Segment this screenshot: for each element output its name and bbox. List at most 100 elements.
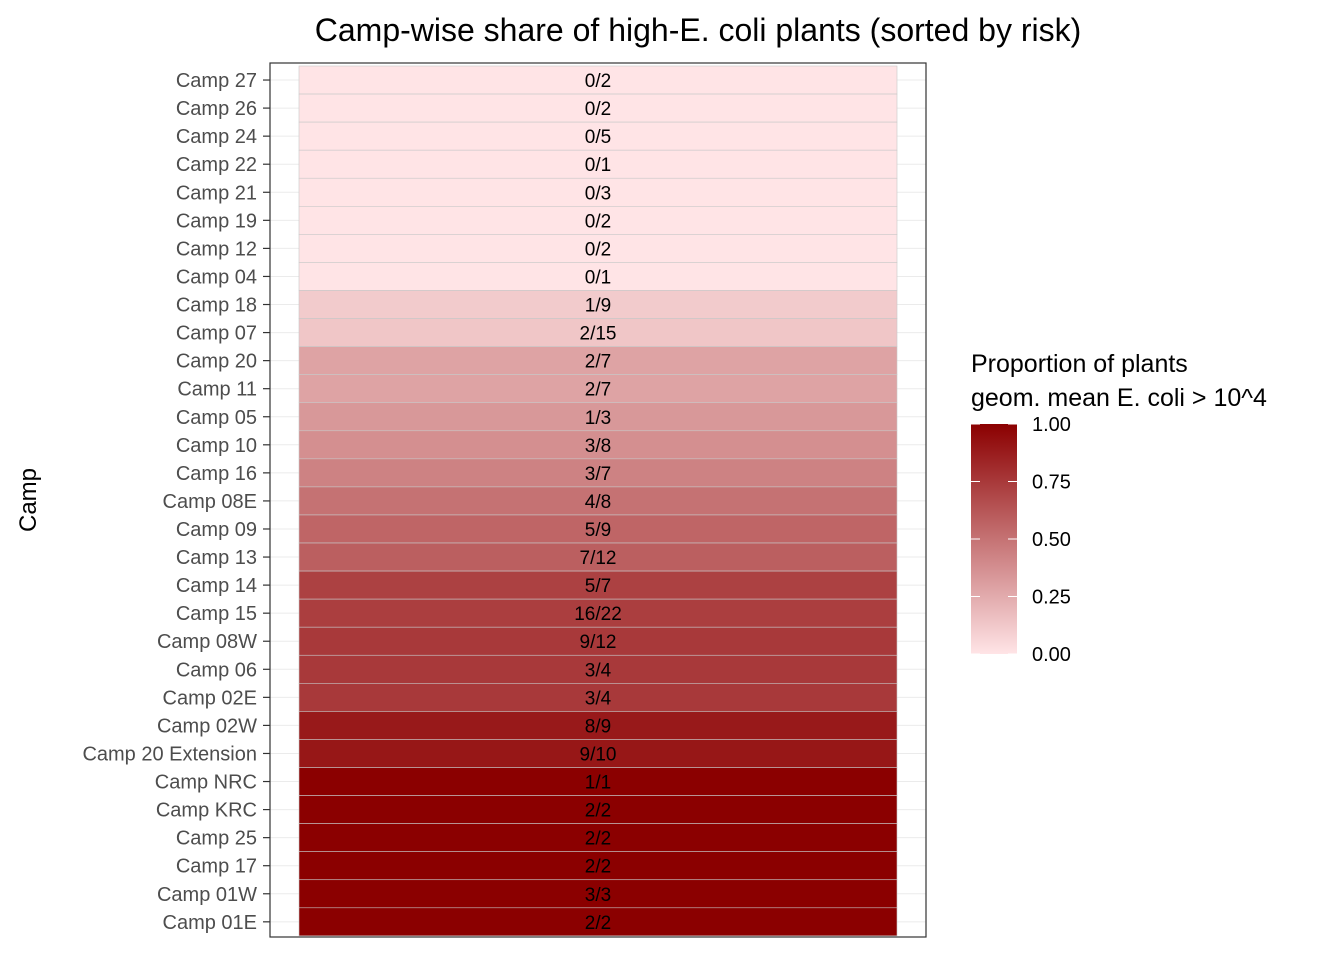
tile bbox=[298, 262, 898, 291]
y-tick-label: Camp 09 bbox=[176, 519, 257, 541]
y-tick-label: Camp 08W bbox=[157, 631, 257, 653]
tile bbox=[298, 402, 898, 432]
tile-label: 8/9 bbox=[585, 716, 611, 737]
tile-label: 2/2 bbox=[585, 857, 611, 878]
legend-title-line2: geom. mean E. coli > 10^4 bbox=[971, 384, 1267, 412]
tile-label: 5/7 bbox=[585, 576, 611, 597]
tile bbox=[298, 93, 898, 123]
tile-label: 1/3 bbox=[585, 408, 611, 429]
tile-label: 3/4 bbox=[585, 688, 612, 709]
tile bbox=[298, 767, 898, 796]
tile bbox=[298, 570, 898, 600]
tile bbox=[298, 683, 898, 712]
y-tick-label: Camp 21 bbox=[176, 182, 257, 204]
tile-label: 4/8 bbox=[585, 492, 611, 513]
y-tick-label: Camp 08E bbox=[163, 491, 258, 513]
tile-label: 9/10 bbox=[580, 744, 617, 765]
y-tick-label: Camp 25 bbox=[176, 828, 257, 850]
tile bbox=[298, 177, 898, 207]
tile bbox=[298, 65, 898, 95]
tile-label: 3/3 bbox=[585, 885, 611, 906]
y-tick-label: Camp NRC bbox=[155, 772, 257, 794]
y-tick-label: Camp 11 bbox=[177, 379, 257, 401]
tile-label: 3/7 bbox=[585, 464, 611, 485]
tile-label: 2/15 bbox=[580, 324, 617, 345]
tile-label: 1/1 bbox=[585, 773, 611, 794]
legend-tick-label: 1.00 bbox=[1032, 414, 1071, 436]
tile bbox=[298, 430, 898, 460]
y-tick-label: Camp 12 bbox=[176, 238, 257, 260]
y-tick-label: Camp 20 Extension bbox=[82, 743, 257, 765]
tile-label: 0/2 bbox=[585, 99, 611, 120]
tile-label: 2/2 bbox=[585, 829, 611, 850]
tile-label: 0/2 bbox=[585, 71, 611, 92]
tile-label: 0/1 bbox=[585, 155, 611, 176]
tile bbox=[298, 374, 898, 404]
tile bbox=[298, 879, 898, 909]
tile bbox=[298, 486, 898, 516]
tile bbox=[298, 318, 898, 347]
tile-label: 3/4 bbox=[585, 660, 612, 681]
y-tick-label: Camp 27 bbox=[176, 70, 257, 92]
tile-label: 9/12 bbox=[580, 632, 617, 653]
y-tick-label: Camp 14 bbox=[176, 575, 257, 597]
tile-label: 0/2 bbox=[585, 239, 611, 260]
tile-label: 7/12 bbox=[580, 548, 617, 569]
tile-label: 0/5 bbox=[585, 127, 611, 148]
y-tick-label: Camp 05 bbox=[176, 407, 257, 429]
tile bbox=[298, 907, 898, 937]
y-tick-label: Camp KRC bbox=[156, 800, 257, 822]
y-tick-label: Camp 24 bbox=[176, 126, 257, 148]
tile bbox=[298, 739, 898, 768]
tile-label: 5/9 bbox=[585, 520, 611, 541]
y-tick-label: Camp 01E bbox=[163, 912, 258, 934]
tile bbox=[298, 598, 898, 628]
tile bbox=[298, 458, 898, 488]
tile bbox=[298, 795, 898, 824]
tile-label: 2/7 bbox=[585, 352, 611, 373]
tile bbox=[298, 626, 898, 656]
legend-tick-label: 0.50 bbox=[1032, 529, 1071, 551]
tile bbox=[298, 654, 898, 684]
y-tick-label: Camp 02W bbox=[157, 715, 257, 737]
tile bbox=[298, 206, 898, 235]
legend-tick-label: 0.75 bbox=[1032, 472, 1071, 494]
y-tick-label: Camp 15 bbox=[176, 603, 257, 625]
tile-label: 16/22 bbox=[574, 604, 622, 625]
y-tick-label: Camp 13 bbox=[176, 547, 257, 569]
tile-label: 0/1 bbox=[585, 267, 611, 288]
legend-title-line1: Proportion of plants bbox=[971, 350, 1188, 378]
tile bbox=[298, 346, 898, 375]
y-tick-label: Camp 20 bbox=[176, 351, 257, 373]
y-tick-label: Camp 26 bbox=[176, 98, 257, 120]
panel-border bbox=[269, 62, 927, 938]
tile bbox=[298, 290, 898, 319]
y-tick-label: Camp 04 bbox=[176, 266, 257, 288]
y-tick-label: Camp 19 bbox=[176, 210, 257, 232]
legend-tick-label: 0.25 bbox=[1032, 587, 1071, 609]
color-legend: Proportion of plants geom. mean E. coli … bbox=[971, 350, 1267, 666]
tile bbox=[298, 149, 898, 179]
y-tick-label: Camp 22 bbox=[176, 154, 257, 176]
y-tick-label: Camp 17 bbox=[176, 856, 257, 878]
chart-title: Camp-wise share of high-E. coli plants (… bbox=[315, 12, 1082, 48]
tile bbox=[298, 542, 898, 572]
y-axis-title: Camp bbox=[15, 468, 42, 532]
tile-label: 3/8 bbox=[585, 436, 611, 457]
tile-label: 1/9 bbox=[585, 296, 611, 317]
y-tick-label: Camp 16 bbox=[176, 463, 257, 485]
y-tick-label: Camp 02E bbox=[163, 687, 258, 709]
tile-label: 2/2 bbox=[585, 913, 611, 934]
tile-label: 2/7 bbox=[585, 380, 611, 401]
y-tick-label: Camp 10 bbox=[176, 435, 257, 457]
plot-panel: 0/2 Camp 27 0/2 Camp 26 0/5 Camp 24 0/1 Camp 22… bbox=[82, 62, 927, 938]
tile bbox=[298, 121, 898, 151]
y-tick-label: Camp 18 bbox=[176, 295, 257, 317]
tile-label: 0/3 bbox=[585, 183, 611, 204]
tile-label: 0/2 bbox=[585, 211, 611, 232]
y-tick-label: Camp 06 bbox=[176, 659, 257, 681]
y-tick-label: Camp 07 bbox=[176, 323, 257, 345]
legend-tick-label: 0.00 bbox=[1032, 644, 1071, 666]
y-tick-label: Camp 01W bbox=[157, 884, 257, 906]
